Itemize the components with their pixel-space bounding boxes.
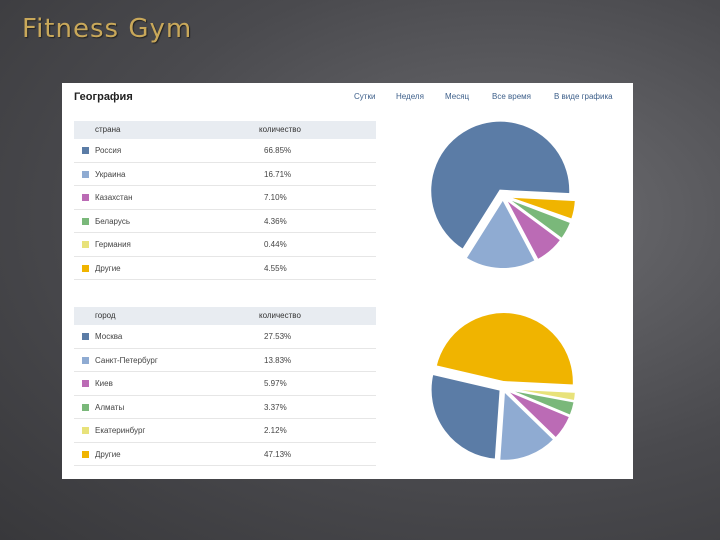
legend-swatch — [82, 450, 89, 458]
city-percentage: 2.12% — [264, 426, 287, 435]
tab-as-graph[interactable]: В виде графика — [554, 92, 613, 101]
legend-swatch — [82, 217, 89, 225]
city-percentage: 27.53% — [264, 332, 292, 341]
count-column-header: количество — [259, 125, 301, 134]
country-row: Казахстан 7.10% — [74, 186, 376, 210]
country-name: Украина — [95, 169, 126, 179]
tab-month[interactable]: Месяц — [445, 92, 470, 101]
country-row: Украина 16.71% — [74, 163, 376, 186]
country-name: Другие — [95, 263, 121, 273]
legend-swatch — [82, 356, 89, 364]
country-name: Беларусь — [95, 216, 130, 226]
city-row: Москва 27.53% — [74, 325, 376, 349]
city-row: Екатеринбург 2.12% — [74, 419, 376, 443]
pie-slice-Украина — [464, 197, 538, 270]
country-name: Россия — [95, 146, 122, 155]
legend-swatch — [82, 333, 89, 340]
slide-title: Fitness Gym — [22, 14, 193, 44]
legend-swatch — [82, 170, 89, 178]
pie-slice-Россия — [429, 119, 572, 252]
count-column-header: количество — [259, 311, 301, 320]
pie-slice-Беларусь — [505, 196, 573, 241]
country-percentage: 4.36% — [264, 216, 287, 226]
country-percentage: 7.10% — [264, 193, 287, 202]
city-name: Санкт-Петербург — [95, 355, 158, 365]
city-name: Екатеринбург — [95, 426, 146, 435]
country-name: Германия — [95, 240, 131, 249]
geography-panel: География Сутки Неделя Месяц Все время В… — [62, 83, 633, 479]
pie-slice-Другие — [434, 311, 575, 387]
pie-slice-Санкт-Петербург — [498, 388, 556, 462]
tab-day[interactable]: Сутки — [354, 92, 376, 101]
country-percentage: 16.71% — [264, 169, 292, 179]
country-table: страна количество Россия 66.85% Украина 16.… — [74, 121, 376, 280]
city-table: город количество Москва 27.53% Санкт-Петер… — [74, 307, 376, 466]
country-percentage: 66.85% — [264, 146, 292, 155]
country-percentage: 0.44% — [264, 240, 287, 249]
pie-slice-Москва — [429, 372, 502, 461]
legend-swatch — [82, 147, 89, 154]
legend-swatch — [82, 264, 89, 272]
city-name: Другие — [95, 449, 121, 459]
legend-swatch — [82, 241, 89, 248]
country-row: Германия 0.44% — [74, 233, 376, 257]
panel-title: География — [74, 91, 133, 103]
city-name: Алматы — [95, 402, 125, 412]
city-column-header: город — [95, 311, 116, 320]
city-row: Другие 47.13% — [74, 443, 376, 466]
city-pie-chart — [429, 311, 577, 462]
country-row: Беларусь 4.36% — [74, 210, 376, 233]
city-name: Москва — [95, 332, 123, 341]
tab-all-time[interactable]: Все время — [492, 92, 531, 101]
city-percentage: 47.13% — [264, 449, 292, 459]
city-name: Киев — [95, 379, 113, 388]
legend-swatch — [82, 427, 89, 434]
tab-week[interactable]: Неделя — [396, 92, 424, 101]
city-row: Санкт-Петербург 13.83% — [74, 349, 376, 372]
country-row: Другие 4.55% — [74, 257, 376, 280]
city-percentage: 3.37% — [264, 402, 287, 412]
country-pie-chart — [429, 119, 577, 270]
country-name: Казахстан — [95, 193, 133, 202]
city-table-header: город количество — [74, 307, 376, 325]
city-percentage: 13.83% — [264, 355, 292, 365]
legend-swatch — [82, 403, 89, 411]
legend-swatch — [82, 380, 89, 387]
country-column-header: страна — [95, 125, 121, 134]
country-table-header: страна количество — [74, 121, 376, 139]
city-percentage: 5.97% — [264, 379, 287, 388]
pie-slice-Казахстан — [504, 197, 563, 262]
pie-slice-Киев — [504, 388, 572, 440]
city-row: Киев 5.97% — [74, 372, 376, 396]
country-row: Россия 66.85% — [74, 139, 376, 163]
country-percentage: 4.55% — [264, 263, 287, 273]
legend-swatch — [82, 194, 89, 201]
city-row: Алматы 3.37% — [74, 396, 376, 419]
